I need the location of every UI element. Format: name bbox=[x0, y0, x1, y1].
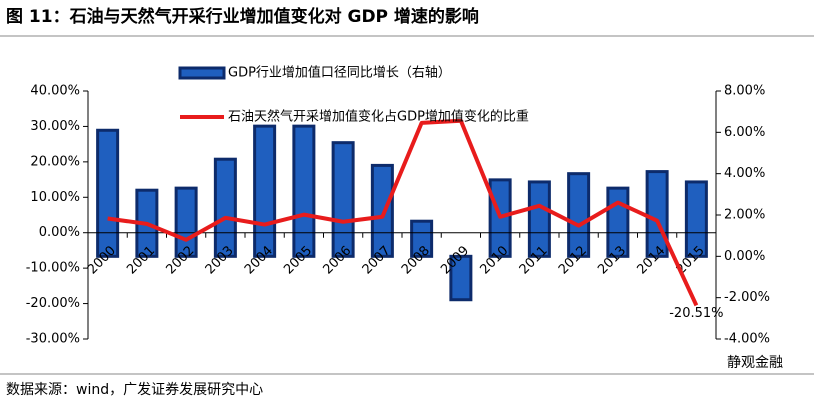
bar bbox=[213, 157, 237, 258]
y2-tick-label: 0.00% bbox=[724, 249, 765, 264]
bar bbox=[253, 124, 277, 258]
legend-swatch bbox=[178, 66, 226, 80]
chart-title: 图 11：石油与天然气开采行业增加值变化对 GDP 增速的影响 bbox=[6, 6, 479, 27]
y-tick-label: -20.00% bbox=[26, 296, 80, 311]
legend-label: 石油天然气开采增加值变化占GDP增加值变化的比重 bbox=[228, 109, 529, 125]
y-tick-label: -30.00% bbox=[26, 332, 80, 347]
y2-tick-label: 2.00% bbox=[724, 208, 765, 223]
y-tick-label: 40.00% bbox=[30, 84, 80, 99]
bar bbox=[410, 219, 434, 258]
bar bbox=[292, 124, 316, 258]
y-tick-label: 10.00% bbox=[30, 190, 80, 205]
line bbox=[107, 118, 699, 307]
y-tick-label: -10.00% bbox=[26, 261, 80, 276]
bar bbox=[567, 172, 591, 258]
bar bbox=[370, 163, 394, 258]
bar bbox=[96, 128, 120, 258]
legend-label: GDP行业增加值口径同比增长（右轴） bbox=[228, 65, 451, 81]
data-label: -20.51% bbox=[669, 306, 723, 321]
bar bbox=[684, 180, 708, 258]
bar bbox=[527, 180, 551, 258]
y2-tick-label: -2.00% bbox=[724, 290, 770, 305]
y2-tick-label: -4.00% bbox=[724, 332, 770, 347]
bar bbox=[449, 254, 473, 302]
y2-tick-label: 6.00% bbox=[724, 125, 765, 140]
source-note: 数据来源：wind，广发证券发展研究中心 bbox=[6, 382, 263, 398]
bar bbox=[331, 141, 355, 258]
y2-tick-label: 8.00% bbox=[724, 84, 765, 99]
y-tick-label: 20.00% bbox=[30, 154, 80, 169]
y2-tick-label: 4.00% bbox=[724, 166, 765, 181]
watermark: 静观金融 bbox=[727, 355, 783, 371]
y-tick-label: 30.00% bbox=[30, 119, 80, 134]
y-tick-label: 0.00% bbox=[39, 225, 80, 240]
